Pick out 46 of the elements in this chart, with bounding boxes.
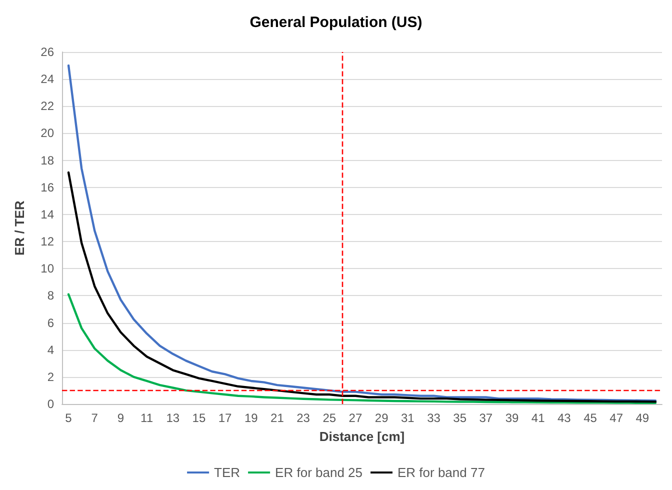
y-tick-label: 16 bbox=[40, 180, 54, 194]
x-tick-label: 29 bbox=[374, 411, 389, 425]
y-tick-label: 10 bbox=[40, 262, 54, 276]
y-tick-label: 2 bbox=[47, 370, 54, 384]
x-tick-label: 17 bbox=[218, 411, 232, 425]
line-series bbox=[67, 293, 657, 404]
y-tick-label: 14 bbox=[40, 207, 54, 222]
x-tick-label: 5 bbox=[65, 411, 72, 425]
x-tick-label: 19 bbox=[244, 411, 258, 425]
x-tick-label: 23 bbox=[296, 411, 310, 425]
y-axis-title: ER / TER bbox=[12, 200, 27, 256]
x-tick-label: 33 bbox=[427, 411, 441, 425]
x-tick-label: 49 bbox=[636, 411, 650, 425]
legend-label: ER for band 25 bbox=[275, 465, 363, 480]
legend-label: TER bbox=[214, 465, 240, 480]
x-tick-label: 25 bbox=[322, 411, 336, 425]
y-tick-label: 8 bbox=[47, 288, 54, 303]
x-tick-label: 35 bbox=[453, 411, 467, 425]
y-tick-label: 12 bbox=[40, 234, 54, 249]
y-tick-label: 18 bbox=[40, 153, 54, 168]
y-tick-label: 22 bbox=[40, 99, 54, 114]
y-tick-label: 24 bbox=[40, 72, 54, 86]
line-series bbox=[67, 64, 657, 402]
x-tick-label: 27 bbox=[348, 411, 362, 425]
x-tick-label: 45 bbox=[584, 411, 598, 425]
y-tick-label: 26 bbox=[40, 45, 54, 59]
x-tick-label: 9 bbox=[117, 411, 124, 425]
x-tick-label: 13 bbox=[166, 411, 180, 425]
x-tick-label: 39 bbox=[505, 411, 519, 425]
x-tick-label: 7 bbox=[91, 411, 98, 425]
y-tick-label: 4 bbox=[47, 342, 54, 357]
x-tick-label: 37 bbox=[479, 411, 493, 425]
x-axis-title: Distance [cm] bbox=[319, 429, 405, 444]
y-tick-label: 6 bbox=[47, 316, 54, 330]
legend-label: ER for band 77 bbox=[398, 465, 485, 480]
x-tick-label: 31 bbox=[400, 411, 415, 425]
line-series bbox=[67, 171, 657, 403]
x-tick-label: 47 bbox=[610, 411, 624, 425]
y-tick-label: 20 bbox=[40, 126, 54, 140]
y-tick-label: 0 bbox=[47, 397, 54, 411]
x-tick-label: 41 bbox=[531, 411, 546, 425]
x-tick-label: 43 bbox=[557, 411, 572, 425]
x-tick-label: 15 bbox=[192, 411, 206, 425]
x-tick-label: 11 bbox=[140, 411, 154, 425]
x-tick-label: 21 bbox=[270, 411, 284, 425]
chart-title: General Population (US) bbox=[250, 14, 422, 31]
